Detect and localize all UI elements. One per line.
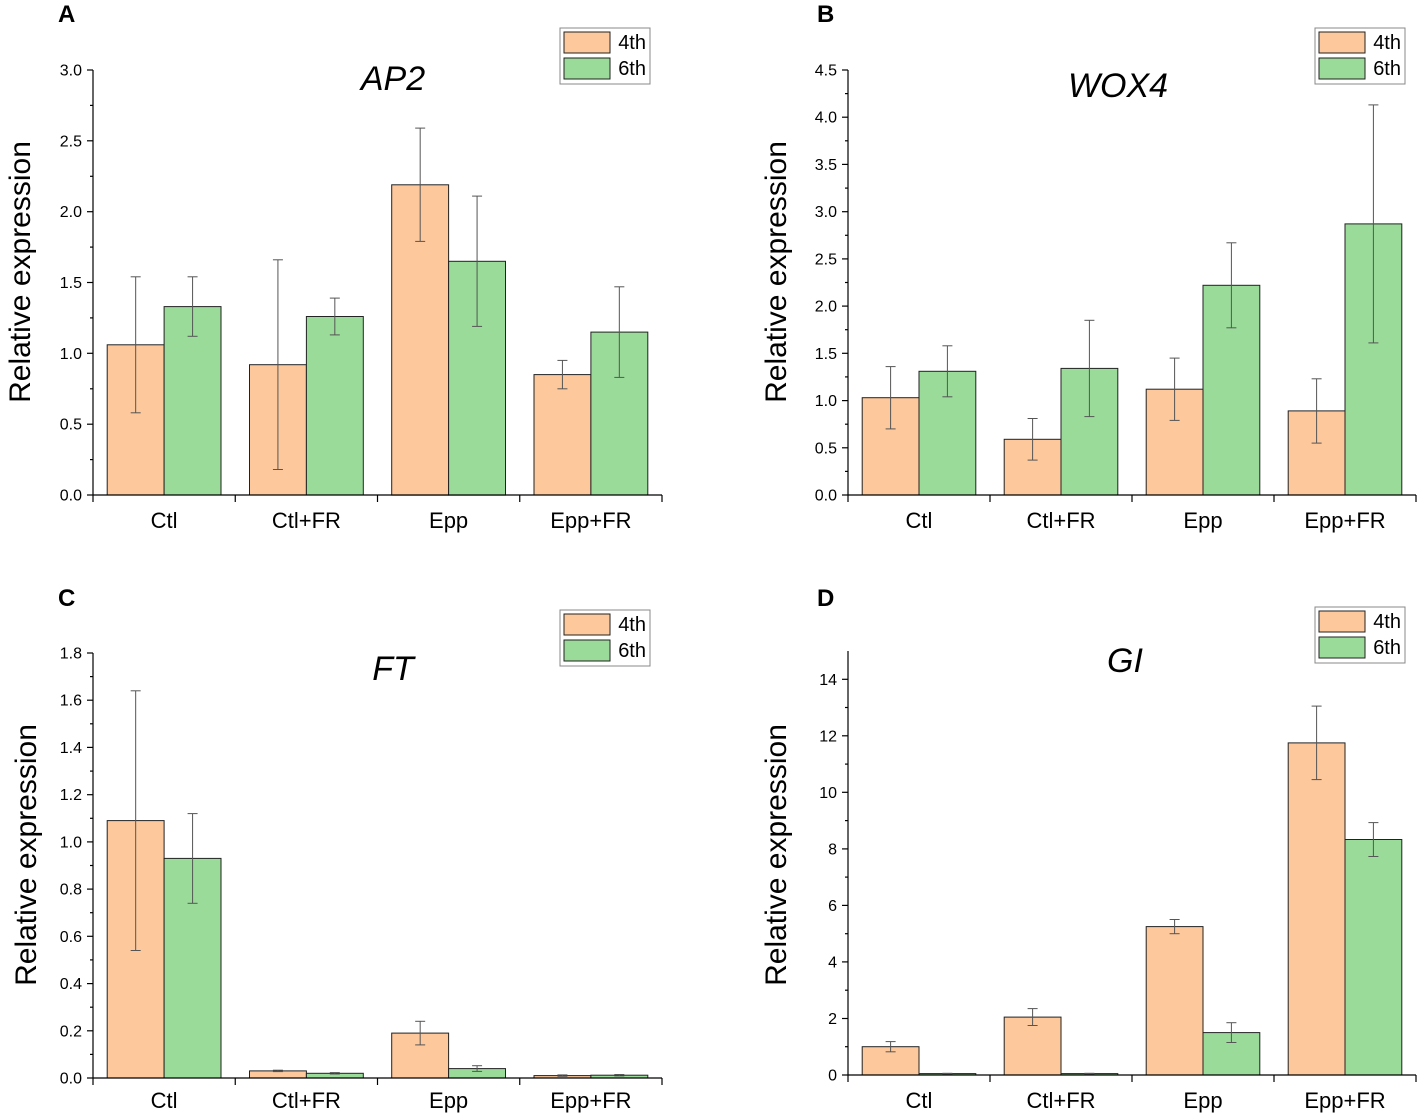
panel-c-ytick-label: 0.8 [60, 882, 82, 899]
panel-d-xtick-label: Epp+FR [1304, 1088, 1385, 1113]
panel-d-ytick-label: 4 [828, 954, 837, 971]
panel-b-legend-label-4th: 4th [1373, 32, 1401, 54]
panel-b-ytick-label: 3.5 [815, 157, 837, 174]
panel-a-bar-6th-ctl-plus-fr [305, 316, 364, 496]
panel-a-ytick-label: 0.0 [60, 488, 82, 505]
panel-c-xtick-label: Ctl+FR [272, 1088, 341, 1113]
panel-d-legend-label-6th: 6th [1373, 637, 1401, 659]
panel-d-ytick-label: 8 [828, 841, 837, 858]
panel-a-ytick-label: 2.5 [60, 133, 82, 150]
panel-c-ytick-label: 1.0 [60, 834, 82, 851]
panel-b-ytick-label: 0.0 [815, 488, 837, 505]
panel-d-legend-swatch-4th [1318, 610, 1366, 633]
panel-a-letter: A [58, 1, 75, 28]
panel-b-xtick-label: Ctl+FR [1026, 508, 1095, 533]
panel-b-ytick-label: 0.5 [815, 440, 837, 457]
panel-c-legend-swatch-4th [563, 613, 611, 636]
panel-c-ylabel: Relative expression [10, 724, 43, 986]
panel-c-ytick-label: 1.2 [60, 787, 82, 804]
panel-d-ytick-label: 6 [828, 898, 837, 915]
panel-b-xtick-label: Epp+FR [1304, 508, 1385, 533]
panel-d-bar-4th-ctl-plus-fr [1003, 1016, 1062, 1076]
panel-d-bar-4th-epp [1145, 926, 1204, 1076]
panel-d-bar-4th-epp-plus-fr [1287, 742, 1346, 1076]
panel-b-ytick-label: 4.5 [815, 63, 837, 80]
panel-b-letter: B [817, 1, 834, 28]
panel-a-legend-label-4th: 4th [618, 32, 646, 54]
panel-b-ytick-label: 2.0 [815, 299, 837, 316]
panel-a-legend-swatch-4th [563, 31, 611, 54]
panel-a-ylabel: Relative expression [4, 141, 37, 403]
panel-c-letter: C [58, 585, 75, 612]
panel-b-title: WOX4 [1068, 67, 1168, 105]
panel-d-legend-label-4th: 4th [1373, 611, 1401, 633]
panel-b-ytick-label: 3.0 [815, 204, 837, 221]
panel-c-ytick-label: 0.2 [60, 1023, 82, 1040]
panel-b-legend-swatch-6th [1318, 57, 1366, 80]
panel-c-ytick-label: 0.6 [60, 929, 82, 946]
panel-d-ytick-label: 0 [828, 1068, 837, 1085]
panel-b-ylabel: Relative expression [760, 141, 793, 403]
panel-c-title: FT [372, 650, 416, 688]
panel-b-xtick-label: Ctl [906, 508, 933, 533]
panel-d-bar-6th-epp-plus-fr [1344, 839, 1403, 1076]
panel-a-legend-swatch-6th [563, 57, 611, 80]
panel-c-ytick-label: 1.8 [60, 646, 82, 663]
panel-a-xtick-label: Ctl [151, 508, 178, 533]
panel-d-ytick-label: 2 [828, 1011, 837, 1028]
panel-d-xtick-label: Ctl [906, 1088, 933, 1113]
panel-a-title: AP2 [359, 60, 425, 98]
panel-a-ytick-label: 2.0 [60, 204, 82, 221]
panel-d-legend-swatch-6th [1318, 636, 1366, 659]
panel-b-ytick-label: 2.5 [815, 251, 837, 268]
panel-c-ytick-label: 1.4 [60, 740, 82, 757]
panel-b-legend-swatch-4th [1318, 31, 1366, 54]
panel-a-xtick-label: Ctl+FR [272, 508, 341, 533]
panel-c-legend-label-6th: 6th [618, 640, 646, 662]
panel-c-ytick-label: 0.0 [60, 1071, 82, 1088]
panel-b-ytick-label: 4.0 [815, 110, 837, 127]
panel-c-legend-label-4th: 4th [618, 614, 646, 636]
panel-a-ytick-label: 0.5 [60, 417, 82, 434]
panel-b-ytick-label: 1.0 [815, 393, 837, 410]
panel-c-legend-swatch-6th [563, 639, 611, 662]
panel-c-ytick-label: 0.4 [60, 976, 82, 993]
panel-c-xtick-label: Epp+FR [550, 1088, 631, 1113]
panel-a-bar-4th-epp-plus-fr [533, 374, 592, 496]
panel-c-xtick-label: Ctl [151, 1088, 178, 1113]
panel-a-xtick-label: Epp [429, 508, 468, 533]
panel-c-xtick-label: Epp [429, 1088, 468, 1113]
panel-d-title: GI [1107, 642, 1143, 680]
panel-d-letter: D [817, 585, 834, 612]
panel-d-xtick-label: Ctl+FR [1026, 1088, 1095, 1113]
panel-c-ytick-label: 1.6 [60, 693, 82, 710]
panel-d-ytick-label: 12 [819, 728, 837, 745]
panel-b-legend-label-6th: 6th [1373, 58, 1401, 80]
panel-a-ytick-label: 1.5 [60, 275, 82, 292]
panel-c-bar-6th-ctl [163, 857, 222, 1079]
panel-b-xtick-label: Epp [1183, 508, 1222, 533]
panel-a-ytick-label: 1.0 [60, 346, 82, 363]
panel-d-ytick-label: 14 [819, 672, 837, 689]
panel-b-ytick-label: 1.5 [815, 346, 837, 363]
panel-a-legend-label-6th: 6th [618, 58, 646, 80]
panel-d-ytick-label: 10 [819, 785, 837, 802]
panel-d-xtick-label: Epp [1183, 1088, 1222, 1113]
panel-d-ylabel: Relative expression [760, 724, 793, 986]
panel-a-ytick-label: 3.0 [60, 63, 82, 80]
panel-a-xtick-label: Epp+FR [550, 508, 631, 533]
